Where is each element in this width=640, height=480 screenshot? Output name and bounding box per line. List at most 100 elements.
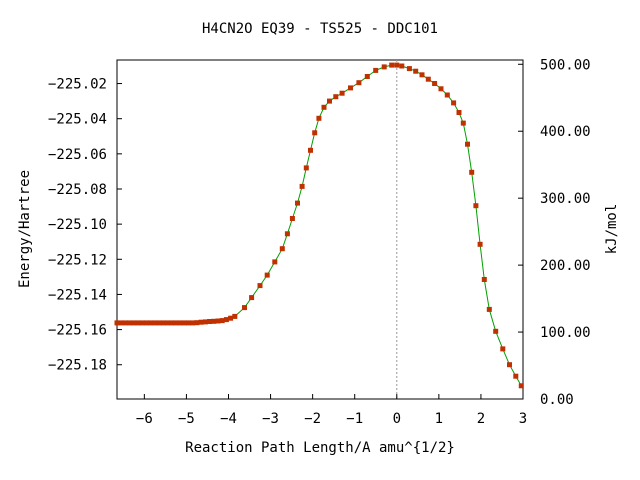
data-point [413,68,419,74]
x-axis-ticks: −6 −5 −4 −3 −2 −1 0 1 2 3 [136,394,527,427]
data-point [228,315,234,321]
y-left-axis-ticks: −225.18 −225.16 −225.14 −225.12 −225.10 −225.… [48,77,122,374]
data-point [114,320,120,326]
data-point [389,62,395,68]
data-point [460,120,466,126]
x-tick-label: 3 [519,411,527,427]
data-point [122,320,128,326]
data-point [165,320,170,326]
x-tick-label: −3 [262,411,279,427]
data-point [242,305,247,311]
data-point [173,320,179,326]
data-point [364,74,370,79]
data-point [312,130,318,136]
data-point [327,98,332,104]
data-point [465,141,470,147]
data-point [316,115,322,121]
data-point [272,259,278,265]
data-point [219,318,225,324]
y-right-tick-label: 100.00 [540,325,591,341]
y-right-axis-ticks: 0.00 100.00 200.00 300.00 400.00 500.00 [518,57,591,408]
data-point [118,320,124,326]
data-point [451,100,457,106]
x-tick-label: 0 [393,411,401,427]
data-point [303,165,309,171]
data-point [186,320,191,326]
y-left-tick-label: −225.10 [48,217,107,233]
data-point [144,320,149,326]
data-point [148,320,154,326]
data-point [493,328,499,334]
data-point [469,169,475,175]
y-left-tick-label: −225.08 [48,182,107,198]
plot-frame [116,59,524,400]
data-point [513,373,519,379]
data-points [114,62,524,389]
y-left-tick-label: −225.06 [48,147,107,163]
data-point [279,246,285,252]
data-point [198,319,204,325]
data-point [295,200,300,206]
y-left-tick-label: −225.04 [48,112,107,128]
x-tick-label: −2 [304,411,321,427]
y-right-axis-label: kJ/mol [604,204,620,255]
data-point [339,90,345,96]
data-point [211,318,217,324]
y-left-tick-label: −225.16 [48,323,107,339]
data-point [486,306,492,312]
data-point [152,320,158,326]
data-point [432,81,438,86]
data-point [169,320,175,326]
data-point [181,320,187,326]
data-point [333,94,339,100]
data-point [500,346,506,352]
y-left-tick-label: −225.18 [48,358,107,374]
x-tick-label: 2 [477,411,485,427]
y-right-tick-label: 300.00 [540,191,591,207]
data-point [373,67,379,73]
x-tick-label: −1 [346,411,363,427]
y-right-tick-label: 400.00 [540,124,591,140]
data-point [249,295,255,301]
x-tick-label: −4 [220,411,237,427]
data-point [321,104,327,110]
data-point [177,320,183,326]
data-point [477,241,483,247]
data-point [264,272,270,278]
data-point [194,320,200,326]
data-point [507,362,512,368]
data-point [257,283,263,289]
data-point [425,76,431,82]
x-tick-label: −5 [178,411,195,427]
data-point [473,203,479,209]
data-point [135,320,141,326]
y-left-axis-label: Energy/Hartree [17,170,33,288]
y-left-tick-label: −225.12 [48,252,107,268]
y-left-tick-label: −225.14 [48,287,107,303]
data-point [215,318,221,324]
chart-title: H4CN2O EQ39 - TS525 - DDC101 [202,21,438,37]
y-right-tick-label: 500.00 [540,57,591,73]
data-point [308,147,313,153]
x-tick-label: 1 [435,411,443,427]
data-point [232,313,238,319]
x-tick-label: −6 [136,411,153,427]
data-point [202,319,208,325]
data-point [127,320,133,326]
data-point [348,85,353,91]
data-point [190,320,196,326]
data-point [160,320,166,326]
data-point [131,320,137,326]
y-right-tick-label: 0.00 [540,392,574,408]
data-point [289,216,295,221]
data-point [356,80,362,86]
data-point [438,86,444,92]
data-point [284,231,290,237]
data-point [456,110,462,115]
data-point [399,63,405,69]
data-point [381,64,387,70]
data-point [406,66,412,72]
y-left-tick-label: −225.02 [48,77,107,93]
x-axis-label: Reaction Path Length/A amu^{1/2} [185,440,455,456]
data-point [223,317,229,323]
